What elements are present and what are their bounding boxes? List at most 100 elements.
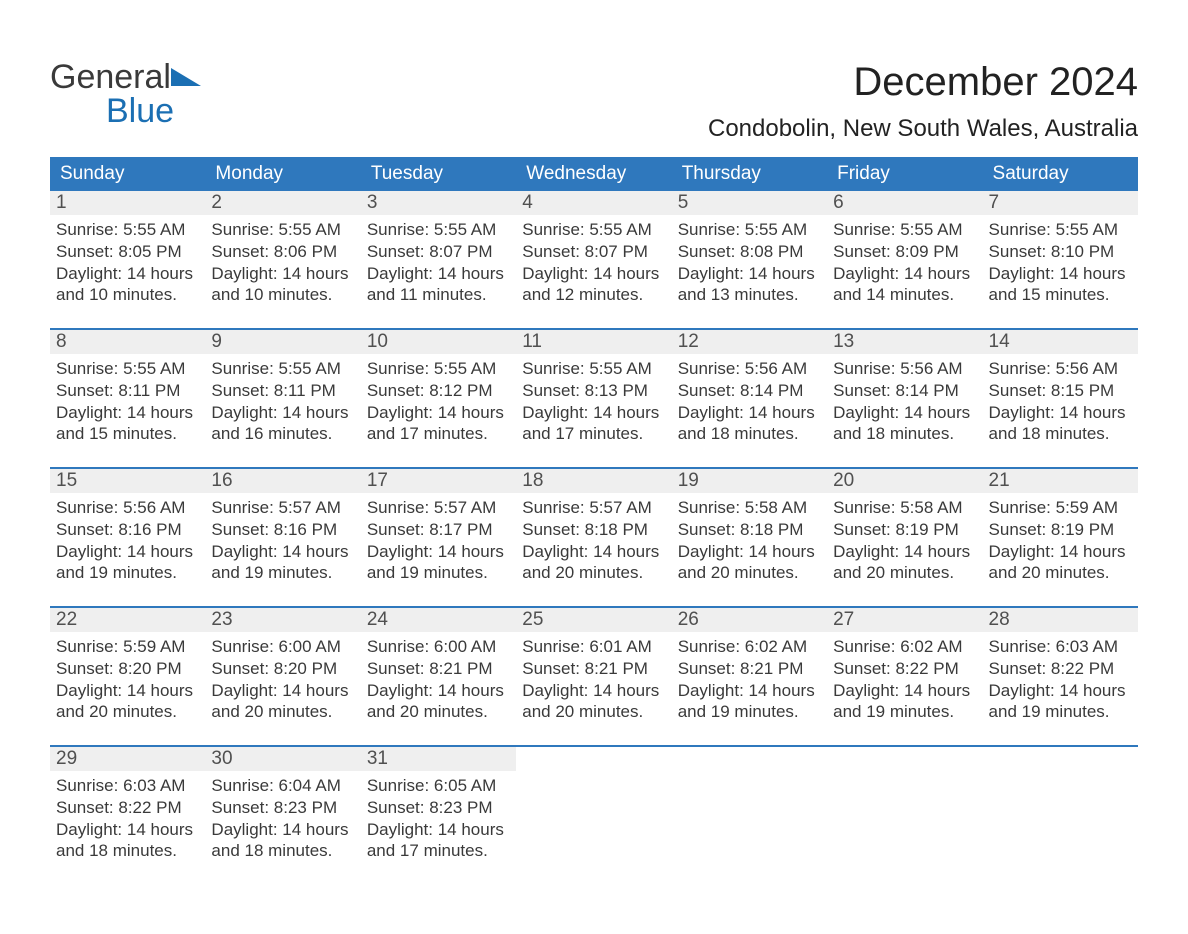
day-number-row: 891011121314 <box>50 330 1138 354</box>
day-line-ss: Sunset: 8:23 PM <box>367 797 514 819</box>
day-line-d2: and 20 minutes. <box>833 562 980 584</box>
day-line-d1: Daylight: 14 hours <box>989 263 1136 285</box>
day-line-ss: Sunset: 8:07 PM <box>522 241 669 263</box>
day-number-cell: 19 <box>672 469 827 493</box>
day-line-d1: Daylight: 14 hours <box>211 263 358 285</box>
day-line-sr: Sunrise: 5:57 AM <box>522 497 669 519</box>
day-number-cell: 9 <box>205 330 360 354</box>
weekday-header: Saturday <box>983 157 1138 191</box>
day-line-d1: Daylight: 14 hours <box>522 402 669 424</box>
day-number-cell <box>672 747 827 771</box>
day-body-cell: Sunrise: 5:55 AMSunset: 8:10 PMDaylight:… <box>983 215 1138 329</box>
day-number-cell: 13 <box>827 330 982 354</box>
day-line-ss: Sunset: 8:08 PM <box>678 241 825 263</box>
day-body-cell: Sunrise: 6:01 AMSunset: 8:21 PMDaylight:… <box>516 632 671 746</box>
day-line-sr: Sunrise: 5:55 AM <box>833 219 980 241</box>
header-row: General Blue December 2024 Condobolin, N… <box>50 60 1138 157</box>
day-number-cell: 15 <box>50 469 205 493</box>
day-line-d2: and 19 minutes. <box>56 562 203 584</box>
day-line-d2: and 18 minutes. <box>678 423 825 445</box>
day-line-ss: Sunset: 8:21 PM <box>678 658 825 680</box>
day-body-cell <box>672 771 827 884</box>
brand-triangle-icon <box>171 68 201 90</box>
day-number-cell: 18 <box>516 469 671 493</box>
day-body-cell: Sunrise: 5:55 AMSunset: 8:12 PMDaylight:… <box>361 354 516 468</box>
day-line-d1: Daylight: 14 hours <box>678 263 825 285</box>
day-line-d1: Daylight: 14 hours <box>211 541 358 563</box>
day-line-d1: Daylight: 14 hours <box>211 402 358 424</box>
day-body-cell: Sunrise: 5:56 AMSunset: 8:14 PMDaylight:… <box>672 354 827 468</box>
day-line-sr: Sunrise: 5:55 AM <box>211 358 358 380</box>
day-line-d2: and 16 minutes. <box>211 423 358 445</box>
day-line-ss: Sunset: 8:14 PM <box>678 380 825 402</box>
day-number-cell: 20 <box>827 469 982 493</box>
day-line-ss: Sunset: 8:23 PM <box>211 797 358 819</box>
day-line-d2: and 18 minutes. <box>211 840 358 862</box>
day-number-cell: 16 <box>205 469 360 493</box>
day-number-cell: 1 <box>50 191 205 215</box>
day-number-cell: 8 <box>50 330 205 354</box>
day-body-cell: Sunrise: 5:55 AMSunset: 8:07 PMDaylight:… <box>516 215 671 329</box>
day-line-d1: Daylight: 14 hours <box>211 819 358 841</box>
day-line-sr: Sunrise: 5:55 AM <box>56 219 203 241</box>
day-line-sr: Sunrise: 5:59 AM <box>989 497 1136 519</box>
day-body-cell: Sunrise: 5:59 AMSunset: 8:19 PMDaylight:… <box>983 493 1138 607</box>
day-number-cell: 6 <box>827 191 982 215</box>
day-line-d2: and 18 minutes. <box>833 423 980 445</box>
day-line-ss: Sunset: 8:14 PM <box>833 380 980 402</box>
day-line-ss: Sunset: 8:19 PM <box>989 519 1136 541</box>
day-body-cell: Sunrise: 5:55 AMSunset: 8:05 PMDaylight:… <box>50 215 205 329</box>
weekday-header: Friday <box>827 157 982 191</box>
day-line-d1: Daylight: 14 hours <box>833 541 980 563</box>
day-line-d2: and 18 minutes. <box>56 840 203 862</box>
day-body-cell: Sunrise: 5:55 AMSunset: 8:08 PMDaylight:… <box>672 215 827 329</box>
day-number-cell: 28 <box>983 608 1138 632</box>
day-number-cell: 29 <box>50 747 205 771</box>
day-line-sr: Sunrise: 6:03 AM <box>989 636 1136 658</box>
day-line-sr: Sunrise: 6:00 AM <box>367 636 514 658</box>
day-line-ss: Sunset: 8:17 PM <box>367 519 514 541</box>
brand-logo: General Blue <box>50 60 201 128</box>
day-line-d1: Daylight: 14 hours <box>522 541 669 563</box>
day-body-cell: Sunrise: 5:55 AMSunset: 8:11 PMDaylight:… <box>50 354 205 468</box>
day-line-d1: Daylight: 14 hours <box>989 402 1136 424</box>
day-number-row: 22232425262728 <box>50 608 1138 632</box>
day-line-d2: and 18 minutes. <box>989 423 1136 445</box>
calendar-page: General Blue December 2024 Condobolin, N… <box>0 0 1188 934</box>
day-number-cell: 14 <box>983 330 1138 354</box>
day-body-row: Sunrise: 5:56 AMSunset: 8:16 PMDaylight:… <box>50 493 1138 607</box>
day-line-d2: and 15 minutes. <box>989 284 1136 306</box>
day-line-d2: and 17 minutes. <box>367 840 514 862</box>
day-body-cell: Sunrise: 6:00 AMSunset: 8:20 PMDaylight:… <box>205 632 360 746</box>
day-line-ss: Sunset: 8:05 PM <box>56 241 203 263</box>
day-line-ss: Sunset: 8:13 PM <box>522 380 669 402</box>
day-line-ss: Sunset: 8:16 PM <box>211 519 358 541</box>
weekday-header: Tuesday <box>361 157 516 191</box>
day-body-cell: Sunrise: 5:59 AMSunset: 8:20 PMDaylight:… <box>50 632 205 746</box>
day-line-sr: Sunrise: 6:01 AM <box>522 636 669 658</box>
day-number-cell <box>827 747 982 771</box>
day-line-ss: Sunset: 8:11 PM <box>56 380 203 402</box>
day-body-cell: Sunrise: 6:03 AMSunset: 8:22 PMDaylight:… <box>50 771 205 884</box>
day-line-d2: and 17 minutes. <box>522 423 669 445</box>
day-line-ss: Sunset: 8:11 PM <box>211 380 358 402</box>
day-line-d2: and 20 minutes. <box>522 562 669 584</box>
day-line-sr: Sunrise: 5:55 AM <box>678 219 825 241</box>
day-line-d2: and 20 minutes. <box>678 562 825 584</box>
day-line-d2: and 10 minutes. <box>56 284 203 306</box>
brand-word-2: Blue <box>50 94 174 128</box>
day-body-cell: Sunrise: 6:04 AMSunset: 8:23 PMDaylight:… <box>205 771 360 884</box>
day-line-d1: Daylight: 14 hours <box>367 819 514 841</box>
day-number-cell: 4 <box>516 191 671 215</box>
day-number-cell: 31 <box>361 747 516 771</box>
day-line-d2: and 13 minutes. <box>678 284 825 306</box>
day-body-cell: Sunrise: 6:00 AMSunset: 8:21 PMDaylight:… <box>361 632 516 746</box>
day-line-sr: Sunrise: 6:02 AM <box>833 636 980 658</box>
day-number-cell: 12 <box>672 330 827 354</box>
day-body-cell: Sunrise: 6:03 AMSunset: 8:22 PMDaylight:… <box>983 632 1138 746</box>
weekday-header: Sunday <box>50 157 205 191</box>
weekday-header-row: Sunday Monday Tuesday Wednesday Thursday… <box>50 157 1138 191</box>
day-line-ss: Sunset: 8:09 PM <box>833 241 980 263</box>
day-line-d1: Daylight: 14 hours <box>833 402 980 424</box>
day-number-cell: 10 <box>361 330 516 354</box>
